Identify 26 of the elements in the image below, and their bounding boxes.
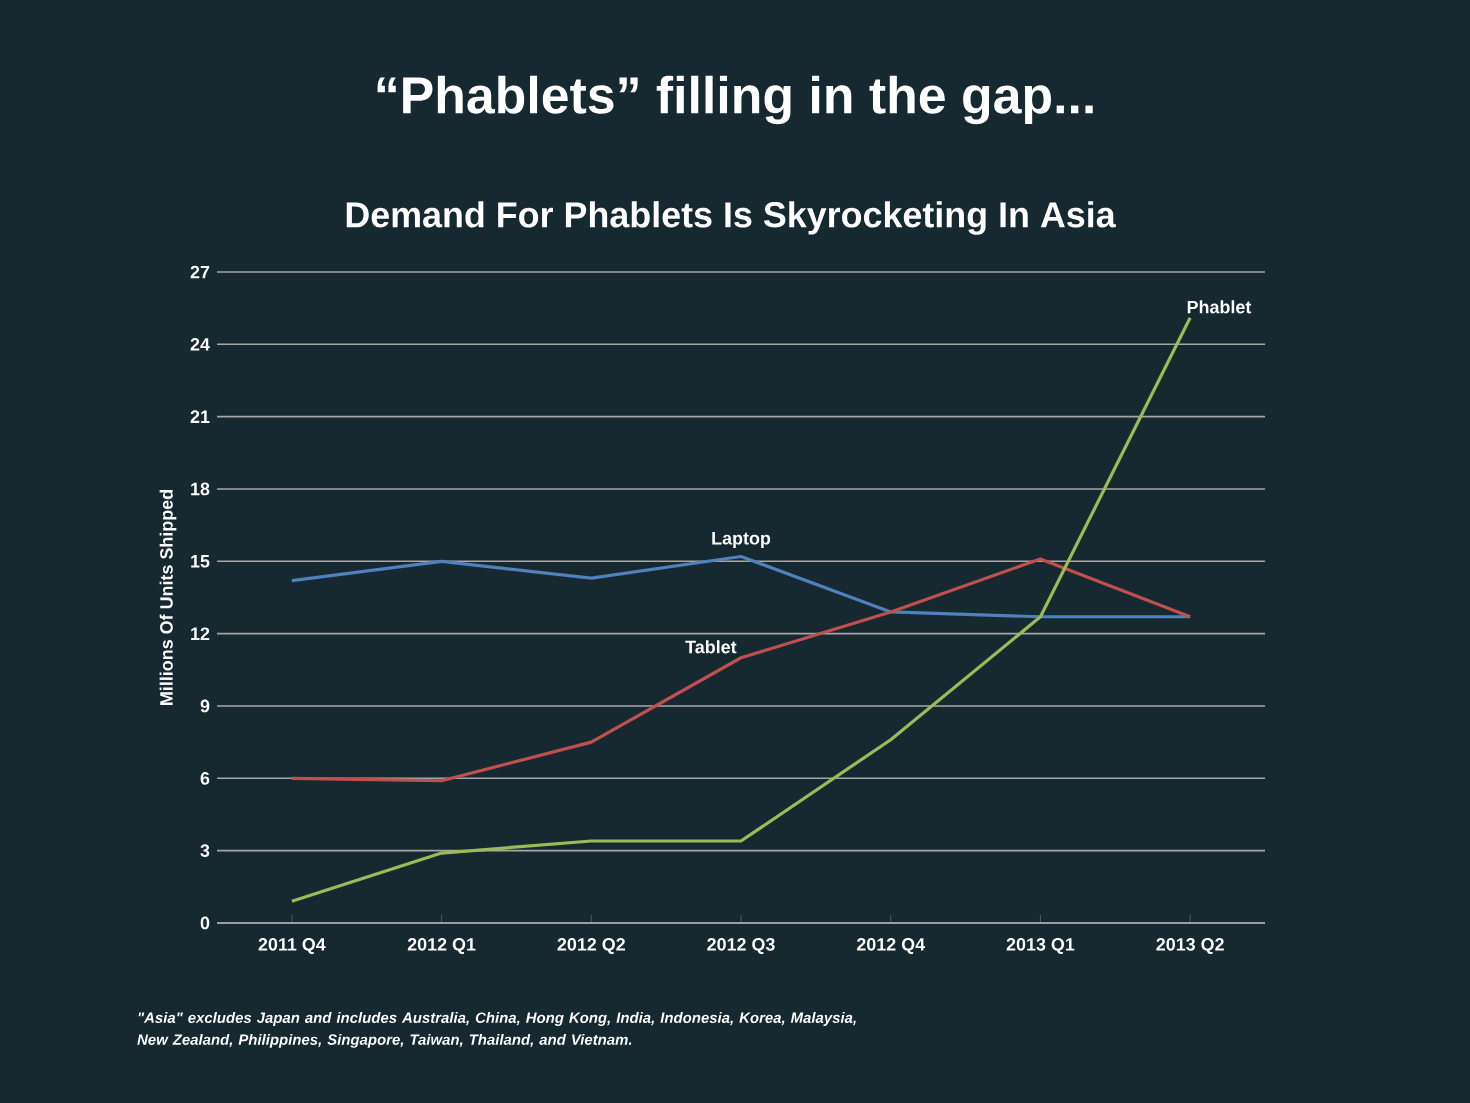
y-tick-label: 21	[190, 410, 210, 423]
x-tick-label: 2013 Q2	[1156, 937, 1224, 955]
y-tick-label: 3	[200, 844, 210, 857]
series-label: Tablet	[685, 640, 737, 654]
y-tick-label: 9	[200, 699, 210, 713]
y-tick-label: 27	[190, 265, 210, 279]
x-tick-label: 2011 Q4	[258, 937, 326, 955]
series-label: Phablet	[1187, 300, 1252, 314]
y-axis-title: Millions Of Units Shipped	[159, 490, 177, 705]
y-tick-label: 18	[191, 482, 210, 496]
line-series	[290, 316, 1192, 903]
x-tick-label: 2012 Q2	[557, 937, 625, 955]
chart-title: “Phablets” filling in the gap...	[377, 75, 1093, 125]
series-label: Laptop	[712, 532, 771, 549]
x-tick-label: 2012 Q4	[856, 937, 926, 955]
text: "Asia" excludes Japan and includes Australia, China, Hong Kong, India, Indonesia, Korea, Malaysia, New Zealand, Philippines, Singapore, Taiwan, Thailand, and Vietnam.	[137, 1012, 856, 1048]
y-tick-label: 24	[190, 338, 210, 351]
line-series	[290, 557, 1192, 783]
x-tick-label: 2013 Q1	[1006, 937, 1075, 955]
x-tick-label: 2012 Q1	[407, 937, 476, 955]
y-tick-label: 0	[200, 916, 210, 930]
y-tick-label: 6	[200, 771, 210, 785]
x-tick-label: 2012 Q3	[707, 937, 775, 955]
y-tick-label: 15	[191, 555, 210, 568]
chart-subtitle: Demand For Phablets Is Skyrocketing In Asia	[346, 201, 1116, 235]
y-tick-label: 12	[191, 627, 210, 640]
